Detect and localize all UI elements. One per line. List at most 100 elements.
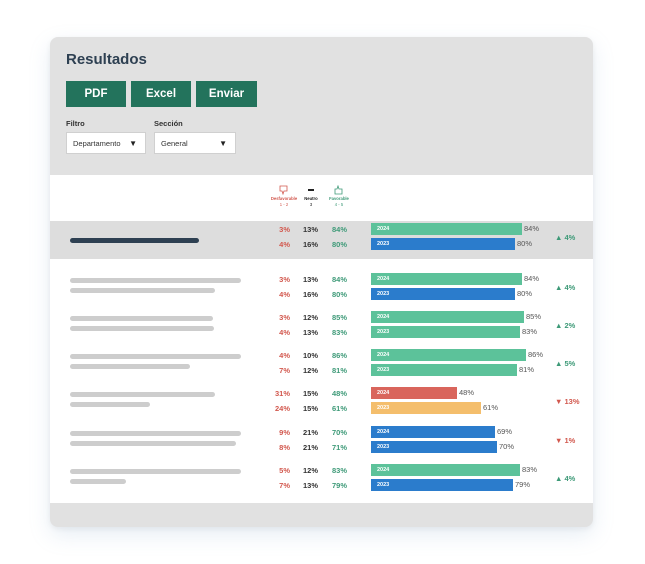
year-bar: 2023 xyxy=(371,326,520,338)
unfavorable-value: 9% xyxy=(279,428,290,437)
unfavorable-value: 4% xyxy=(279,290,290,299)
neutral-value: 12% xyxy=(302,366,318,375)
year-bar: 2024 xyxy=(371,349,526,361)
neutral-value: 10% xyxy=(302,351,318,360)
bar-value-label: 79% xyxy=(515,480,531,489)
bar-value-label: 70% xyxy=(499,442,515,451)
label-placeholder xyxy=(70,278,241,283)
trend-badge: ▲ 4% xyxy=(555,233,576,242)
trend-badge: ▲ 2% xyxy=(555,321,576,330)
favorable-value: 70% xyxy=(331,428,347,437)
favorable-value: 79% xyxy=(331,481,347,490)
filter-dropdown-value: Departamento xyxy=(73,138,121,148)
year-bar: 2023 xyxy=(371,364,517,376)
legend-neutral: Neutro 3 xyxy=(296,185,326,208)
label-placeholder xyxy=(70,326,214,331)
table-row[interactable]: 31% 15% 48% 2024 48% 24% 15% 61% 2023 61% ▼ 13% xyxy=(50,385,593,423)
label-placeholder xyxy=(70,469,241,474)
favorable-value: 85% xyxy=(331,313,347,322)
favorable-value: 80% xyxy=(331,290,347,299)
unfavorable-value: 5% xyxy=(279,466,290,475)
year-bar: 2024 xyxy=(371,387,457,399)
bar-value-label: 69% xyxy=(497,427,513,436)
year-bar: 2024 xyxy=(371,426,495,438)
unfavorable-value: 4% xyxy=(279,328,290,337)
pdf-button[interactable]: PDF xyxy=(66,81,126,107)
legend-favorable: Favorable 4 - 5 xyxy=(324,185,354,208)
label-placeholder xyxy=(70,288,215,293)
bar-value-label: 83% xyxy=(522,465,538,474)
label-placeholder xyxy=(70,441,236,446)
neutral-value: 13% xyxy=(302,225,318,234)
caret-down-icon: ▼ xyxy=(129,138,137,148)
unfavorable-value: 24% xyxy=(274,404,290,413)
table-row[interactable]: 3% 13% 84% 2024 84% 4% 16% 80% 2023 80% ▲ 4% xyxy=(50,271,593,309)
year-bar: 2023 xyxy=(371,479,513,491)
thumbs-up-icon xyxy=(334,185,343,195)
table-row[interactable]: 3% 13% 84% 2024 84% 4% 16% 80% 2023 80% ▲ 4% xyxy=(50,221,593,259)
label-placeholder xyxy=(70,316,213,321)
bar-value-label: 84% xyxy=(524,274,540,283)
filter-dropdown[interactable]: Departamento ▼ xyxy=(66,132,146,154)
label-placeholder xyxy=(70,354,241,359)
section-label: Sección xyxy=(154,119,183,128)
neutral-value: 15% xyxy=(302,404,318,413)
results-card: Resultados PDF Excel Enviar Filtro Secci… xyxy=(50,37,593,527)
neutral-value: 12% xyxy=(302,466,318,475)
bar-value-label: 80% xyxy=(517,289,533,298)
favorable-value: 48% xyxy=(331,389,347,398)
neutral-value: 12% xyxy=(302,313,318,322)
year-bar: 2024 xyxy=(371,311,524,323)
label-placeholder xyxy=(70,238,199,243)
unfavorable-value: 8% xyxy=(279,443,290,452)
table-row[interactable]: 9% 21% 70% 2024 69% 8% 21% 71% 2023 70% ▼ 1% xyxy=(50,424,593,462)
neutral-value: 16% xyxy=(302,240,318,249)
thumbs-down-icon xyxy=(279,185,288,195)
trend-badge: ▲ 4% xyxy=(555,474,576,483)
favorable-value: 86% xyxy=(331,351,347,360)
bar-value-label: 84% xyxy=(524,224,540,233)
year-bar: 2023 xyxy=(371,288,515,300)
unfavorable-value: 3% xyxy=(279,225,290,234)
year-bar: 2024 xyxy=(371,223,522,235)
bar-value-label: 83% xyxy=(522,327,538,336)
favorable-value: 83% xyxy=(331,466,347,475)
year-bar: 2023 xyxy=(371,238,515,250)
unfavorable-value: 7% xyxy=(279,366,290,375)
label-placeholder xyxy=(70,364,190,369)
trend-badge: ▲ 5% xyxy=(555,359,576,368)
section-dropdown-value: General xyxy=(161,138,188,148)
unfavorable-value: 4% xyxy=(279,351,290,360)
year-bar: 2024 xyxy=(371,273,522,285)
label-placeholder xyxy=(70,431,241,436)
caret-down-icon: ▼ xyxy=(219,138,227,148)
section-dropdown[interactable]: General ▼ xyxy=(154,132,236,154)
favorable-value: 61% xyxy=(331,404,347,413)
neutral-dash-icon xyxy=(308,189,314,191)
unfavorable-value: 31% xyxy=(274,389,290,398)
neutral-value: 13% xyxy=(302,481,318,490)
page-title: Resultados xyxy=(66,51,147,68)
neutral-value: 15% xyxy=(302,389,318,398)
trend-badge: ▲ 4% xyxy=(555,283,576,292)
trend-badge: ▼ 1% xyxy=(555,436,576,445)
table-row[interactable]: 3% 12% 85% 2024 85% 4% 13% 83% 2023 83% ▲ 2% xyxy=(50,309,593,347)
send-button[interactable]: Enviar xyxy=(196,81,257,107)
bar-value-label: 85% xyxy=(526,312,542,321)
year-bar: 2023 xyxy=(371,441,497,453)
bar-value-label: 86% xyxy=(528,350,544,359)
label-placeholder xyxy=(70,402,150,407)
neutral-value: 21% xyxy=(302,428,318,437)
trend-badge: ▼ 13% xyxy=(555,397,580,406)
neutral-value: 13% xyxy=(302,328,318,337)
bar-value-label: 61% xyxy=(483,403,499,412)
label-placeholder xyxy=(70,479,126,484)
unfavorable-value: 3% xyxy=(279,313,290,322)
year-bar: 2023 xyxy=(371,402,481,414)
excel-button[interactable]: Excel xyxy=(131,81,191,107)
unfavorable-value: 3% xyxy=(279,275,290,284)
table-row[interactable]: 4% 10% 86% 2024 86% 7% 12% 81% 2023 81% ▲ 5% xyxy=(50,347,593,385)
results-panel: Desfavorable 1 - 2 Neutro 3 Favorable 4 … xyxy=(50,175,593,503)
table-row[interactable]: 5% 12% 83% 2024 83% 7% 13% 79% 2023 79% ▲ 4% xyxy=(50,462,593,500)
favorable-value: 83% xyxy=(331,328,347,337)
